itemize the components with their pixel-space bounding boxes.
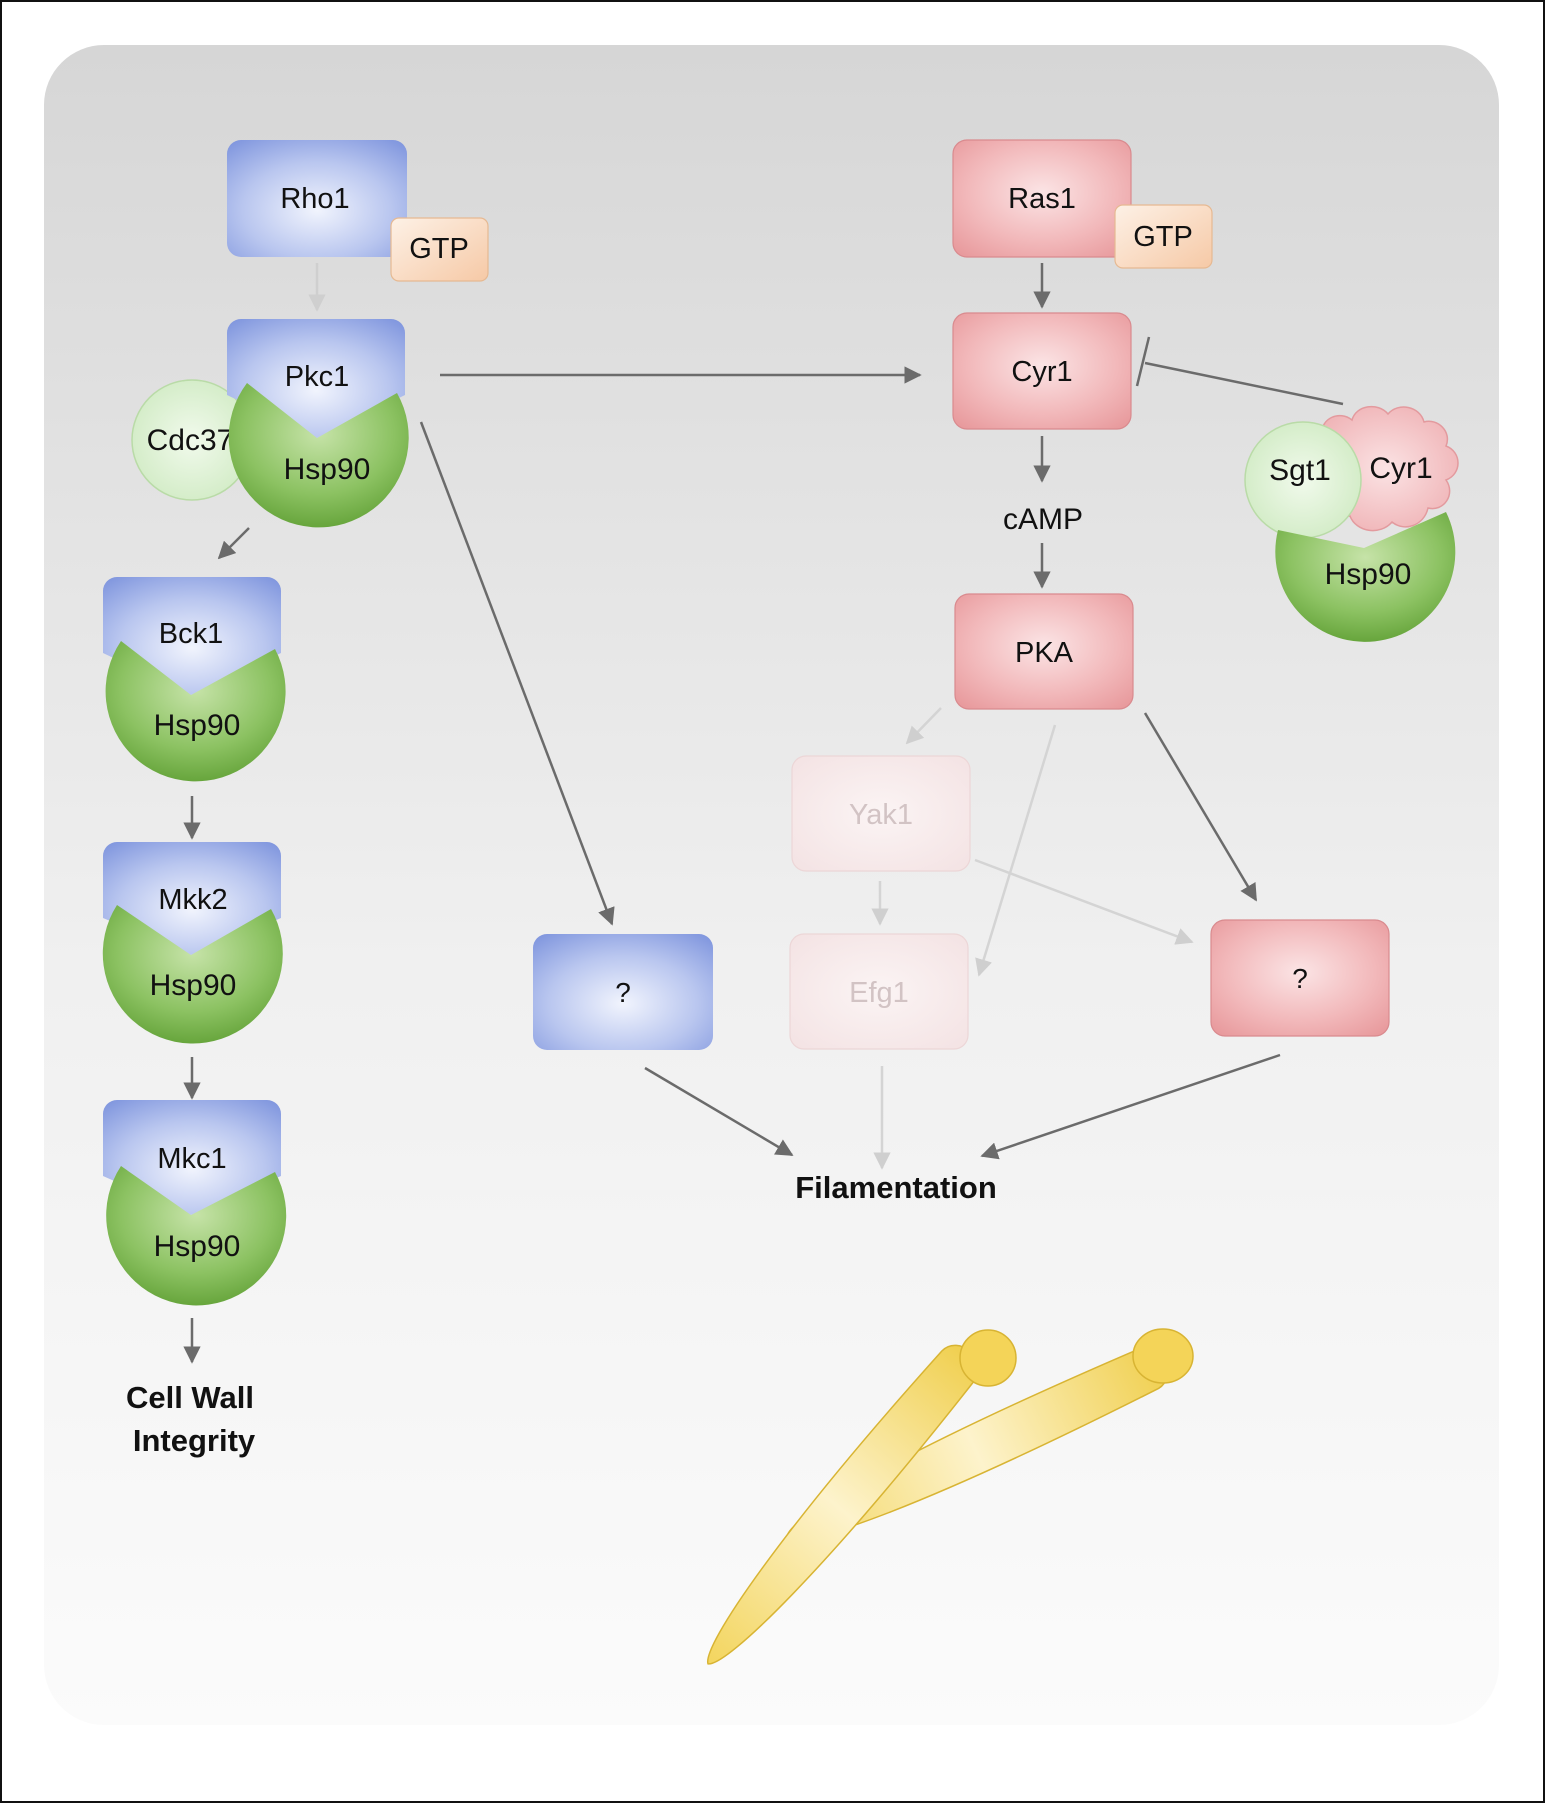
ras1-gtp-tag: GTP [1114, 204, 1213, 269]
pkc1-hsp90: Hsp90 [228, 383, 409, 528]
mkc1-hsp90-label: Hsp90 [154, 1230, 241, 1263]
arrow-blue-unknown-to-filamentation [644, 1066, 794, 1157]
complex-hsp90: Hsp90 [1275, 512, 1456, 642]
complex-cyr1-label: Cyr1 [1369, 452, 1432, 485]
red-unknown-node: ? [1210, 919, 1390, 1037]
diagram-background [44, 45, 1499, 1725]
arrow-red-unknown-to-filamentation [980, 1053, 1281, 1160]
cdc37-label: Cdc37 [147, 424, 234, 457]
mkc1-hsp90: Hsp90 [106, 1166, 287, 1306]
yak1-node: Yak1 [791, 755, 971, 872]
rho1-gtp-label: GTP [409, 233, 469, 265]
blue-unknown-node: ? [533, 934, 713, 1050]
filamentous-cells-illustration [707, 1328, 1194, 1665]
mkc1-label: Mkc1 [157, 1143, 226, 1175]
cyr1-node: Cyr1 [952, 312, 1132, 430]
arrow-pkc1-to-unknown [419, 421, 615, 926]
efg1-label: Efg1 [849, 977, 909, 1009]
inhibition-line [1144, 361, 1344, 406]
mkk2-label: Mkk2 [158, 884, 227, 916]
pka-label: PKA [1015, 637, 1074, 669]
mkk2-hsp90-label: Hsp90 [150, 969, 237, 1002]
filamentation-label: Filamentation [795, 1170, 997, 1205]
arrow-pka-to-yak1 [905, 707, 942, 745]
bck1-hsp90: Hsp90 [105, 641, 286, 782]
pka-node: PKA [954, 593, 1134, 710]
arrow-pkc1-to-bck1 [217, 527, 250, 560]
rho1-label: Rho1 [280, 183, 349, 215]
red-unknown-label: ? [1292, 963, 1308, 994]
ras1-label: Ras1 [1008, 183, 1076, 215]
rho1-gtp-tag: GTP [390, 217, 489, 282]
sgt1-node: Sgt1 [1244, 421, 1362, 539]
ras1-gtp-label: GTP [1133, 221, 1193, 253]
bck1-hsp90-label: Hsp90 [154, 709, 241, 742]
mkk2-hsp90: Hsp90 [102, 905, 283, 1044]
camp-label: cAMP [1003, 503, 1083, 536]
bck1-label: Bck1 [159, 618, 223, 650]
cyr1-label: Cyr1 [1011, 356, 1072, 388]
arrow-yak1-to-red-unknown [974, 858, 1194, 945]
arrow-pka-to-efg1 [975, 724, 1057, 977]
arrow-pka-to-red-unknown [1143, 712, 1258, 902]
complex-hsp90-label: Hsp90 [1325, 558, 1412, 591]
cell-wall-integrity-line1: Cell Wall [126, 1380, 254, 1415]
cell-wall-integrity-line2: Integrity [133, 1423, 256, 1458]
blue-unknown-label: ? [615, 977, 631, 1008]
pkc1-hsp90-label: Hsp90 [284, 453, 371, 486]
inhibition-bar [1135, 336, 1151, 387]
complex-sgt1-label: Sgt1 [1269, 454, 1331, 487]
ras1-node: Ras1 [952, 139, 1132, 258]
pkc1-label: Pkc1 [285, 361, 349, 393]
efg1-node: Efg1 [789, 933, 969, 1050]
yak1-label: Yak1 [849, 799, 913, 831]
rho1-node: Rho1 [227, 140, 407, 257]
